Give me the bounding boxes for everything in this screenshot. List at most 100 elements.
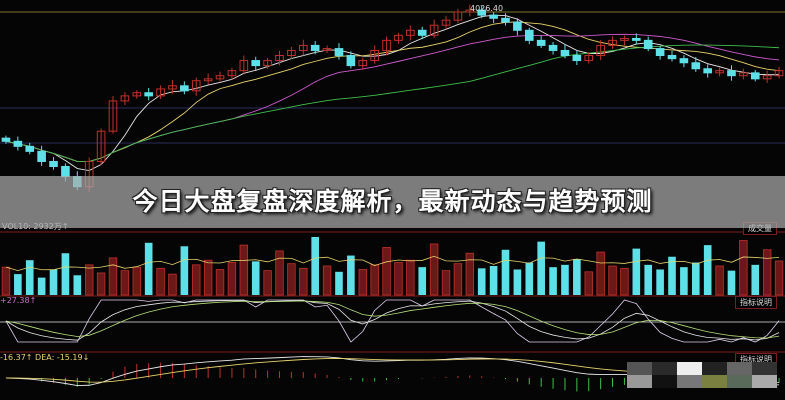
candle-body <box>1 137 11 142</box>
kdj-indicator-tag[interactable]: 指标说明 <box>735 296 777 309</box>
candle-body <box>168 85 177 90</box>
candle-body <box>263 60 272 67</box>
volume-bar <box>465 252 475 296</box>
volume-bar <box>1 266 11 296</box>
candle-body <box>608 39 617 46</box>
volume-bar <box>656 269 664 295</box>
volume-bar <box>727 270 736 295</box>
candle-body <box>382 39 391 51</box>
volume-bar <box>537 241 545 295</box>
candle-body <box>524 29 534 41</box>
candle-body <box>215 75 225 80</box>
volume-bar <box>192 264 201 296</box>
volume-bar <box>132 266 141 296</box>
volume-bar <box>549 267 557 295</box>
candle-body <box>679 58 689 64</box>
candle-body <box>417 29 427 36</box>
candle-body <box>334 48 344 57</box>
volume-bar <box>691 262 700 295</box>
candle-body <box>108 100 118 132</box>
candle-body <box>655 48 665 57</box>
mosaic-tile <box>627 362 652 375</box>
volume-bar <box>370 264 379 296</box>
candle-body <box>370 49 379 62</box>
volume-bar <box>49 269 58 295</box>
volume-bar <box>144 242 153 295</box>
candle-body <box>453 11 463 21</box>
candle-body <box>144 92 153 97</box>
mosaic-tile <box>727 362 752 375</box>
volume-bar <box>441 270 451 296</box>
volume-bar <box>513 269 522 295</box>
candle-body <box>429 24 439 36</box>
volume-bar <box>418 267 427 295</box>
mosaic-tile <box>727 375 752 388</box>
mosaic-tile <box>652 362 677 375</box>
candle-body <box>477 9 487 16</box>
volume-bar <box>561 264 569 295</box>
volume-bar <box>525 262 534 295</box>
candle-body <box>620 37 629 41</box>
volume-bar <box>263 270 272 296</box>
volume-bar <box>573 259 581 295</box>
kdj-line <box>5 299 780 341</box>
candle-body <box>120 95 130 102</box>
volume-bar <box>632 248 641 295</box>
candle-body <box>739 72 748 77</box>
candle-body <box>715 70 724 74</box>
mosaic-tile <box>752 375 777 388</box>
mosaic-tile <box>677 362 702 375</box>
candle-body <box>96 130 106 162</box>
volume-bar <box>168 273 177 296</box>
volume-bar <box>620 267 629 296</box>
macd-label: -16.37↑ DEA: -15.19↓ <box>0 353 90 362</box>
candle-body <box>536 39 546 46</box>
page-title: 今日大盘复盘深度解析，最新动态与趋势预测 <box>132 187 653 216</box>
volume-bar <box>61 253 70 295</box>
volume-bar <box>501 249 510 295</box>
volume-bar <box>347 255 355 295</box>
mosaic-tile <box>702 375 727 388</box>
candle-body <box>643 39 653 50</box>
volume-bar <box>156 267 165 296</box>
candle-body <box>501 17 510 23</box>
volume-bar <box>14 274 22 295</box>
volume-bar <box>311 237 319 295</box>
high-price-marker: 4026.40 <box>470 4 504 13</box>
volume-bar <box>180 246 189 295</box>
volume-bar <box>596 251 605 296</box>
mosaic-tile <box>627 375 652 388</box>
volume-bar <box>227 262 237 296</box>
volume-bar <box>715 265 724 296</box>
candle-body <box>49 160 58 168</box>
candle-body <box>596 44 605 57</box>
candle-body <box>691 62 701 70</box>
volume-bar <box>322 265 332 296</box>
candle-body <box>191 80 201 92</box>
kdj-line <box>5 300 780 339</box>
candle-body <box>774 70 784 77</box>
volume-bar <box>382 247 391 296</box>
candle-body <box>156 88 165 97</box>
candle-body <box>750 72 760 80</box>
candle-body <box>13 140 23 147</box>
candle-body <box>548 44 558 51</box>
candle-body <box>132 92 142 97</box>
candle-body <box>394 34 403 41</box>
volume-bar <box>774 260 784 296</box>
volume-bar <box>251 261 260 295</box>
volume-bar <box>668 256 676 295</box>
candle-body <box>513 21 522 31</box>
volume-bar <box>453 263 463 296</box>
kdj-label: +27.38↑ <box>0 296 37 305</box>
candle-body <box>358 60 368 67</box>
mosaic-tile <box>702 362 727 375</box>
candle-body <box>37 150 46 162</box>
candle-body <box>441 19 451 26</box>
candle-body <box>275 55 284 62</box>
volume-bar <box>762 249 772 296</box>
volume-bar <box>25 260 34 295</box>
mosaic-tile <box>652 375 677 388</box>
candle-body <box>298 44 308 51</box>
volume-bar <box>429 243 439 296</box>
